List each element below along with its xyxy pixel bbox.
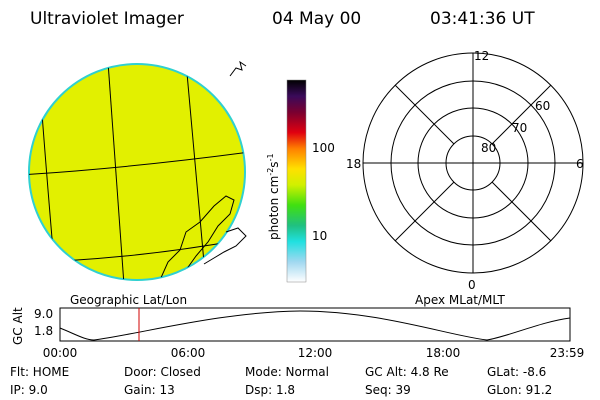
altitude-curve <box>59 310 571 341</box>
status-field: Seq: 39 <box>365 383 411 397</box>
date: 04 May 00 <box>272 9 361 29</box>
colorbar-tick: 100 <box>312 141 335 155</box>
altitude-axis-label: GC Alt <box>11 307 25 345</box>
globe-image <box>28 60 247 281</box>
panel-label: Geographic Lat/Lon <box>70 293 187 307</box>
altitude-tick: 1.8 <box>34 324 53 338</box>
altitude-tick: 9.0 <box>34 307 53 321</box>
status-panel: Flt: HOME Door: Closed Mode: Normal GC Alt:… <box>10 365 552 397</box>
status-field: IP: 9.0 <box>10 383 48 397</box>
colorbar-tick: 10 <box>312 229 327 243</box>
status-field: GLon: 91.2 <box>487 383 552 397</box>
panel-label: Apex MLat/MLT <box>415 293 505 307</box>
status-field: Mode: Normal <box>245 365 329 379</box>
polar-grid <box>362 52 584 274</box>
title: Ultraviolet Imager <box>30 9 184 29</box>
altitude-frame <box>59 307 571 342</box>
status-field: GLat: -8.6 <box>487 365 546 379</box>
ring-label: 70 <box>512 121 527 135</box>
hour-label: 12 <box>474 49 489 63</box>
status-field: Flt: HOME <box>10 365 69 379</box>
time-tick: 23:59 <box>550 346 585 360</box>
status-field: Door: Closed <box>124 365 201 379</box>
time: 03:41:36 UT <box>430 9 535 29</box>
ring-label: 60 <box>535 99 550 113</box>
status-field: Gain: 13 <box>124 383 175 397</box>
hour-label: 0 <box>468 278 476 292</box>
hour-label: 18 <box>346 157 361 171</box>
colorbar <box>286 79 307 283</box>
time-tick: 12:00 <box>298 346 333 360</box>
ring-label: 80 <box>481 141 496 155</box>
colorbar-unit: photon cm-2s-1 <box>266 153 281 240</box>
time-tick: 06:00 <box>171 346 206 360</box>
hour-label: 6 <box>576 157 584 171</box>
time-tick: 18:00 <box>426 346 461 360</box>
status-field: GC Alt: 4.8 Re <box>365 365 449 379</box>
status-field: Dsp: 1.8 <box>245 383 295 397</box>
time-tick: 00:00 <box>43 346 78 360</box>
